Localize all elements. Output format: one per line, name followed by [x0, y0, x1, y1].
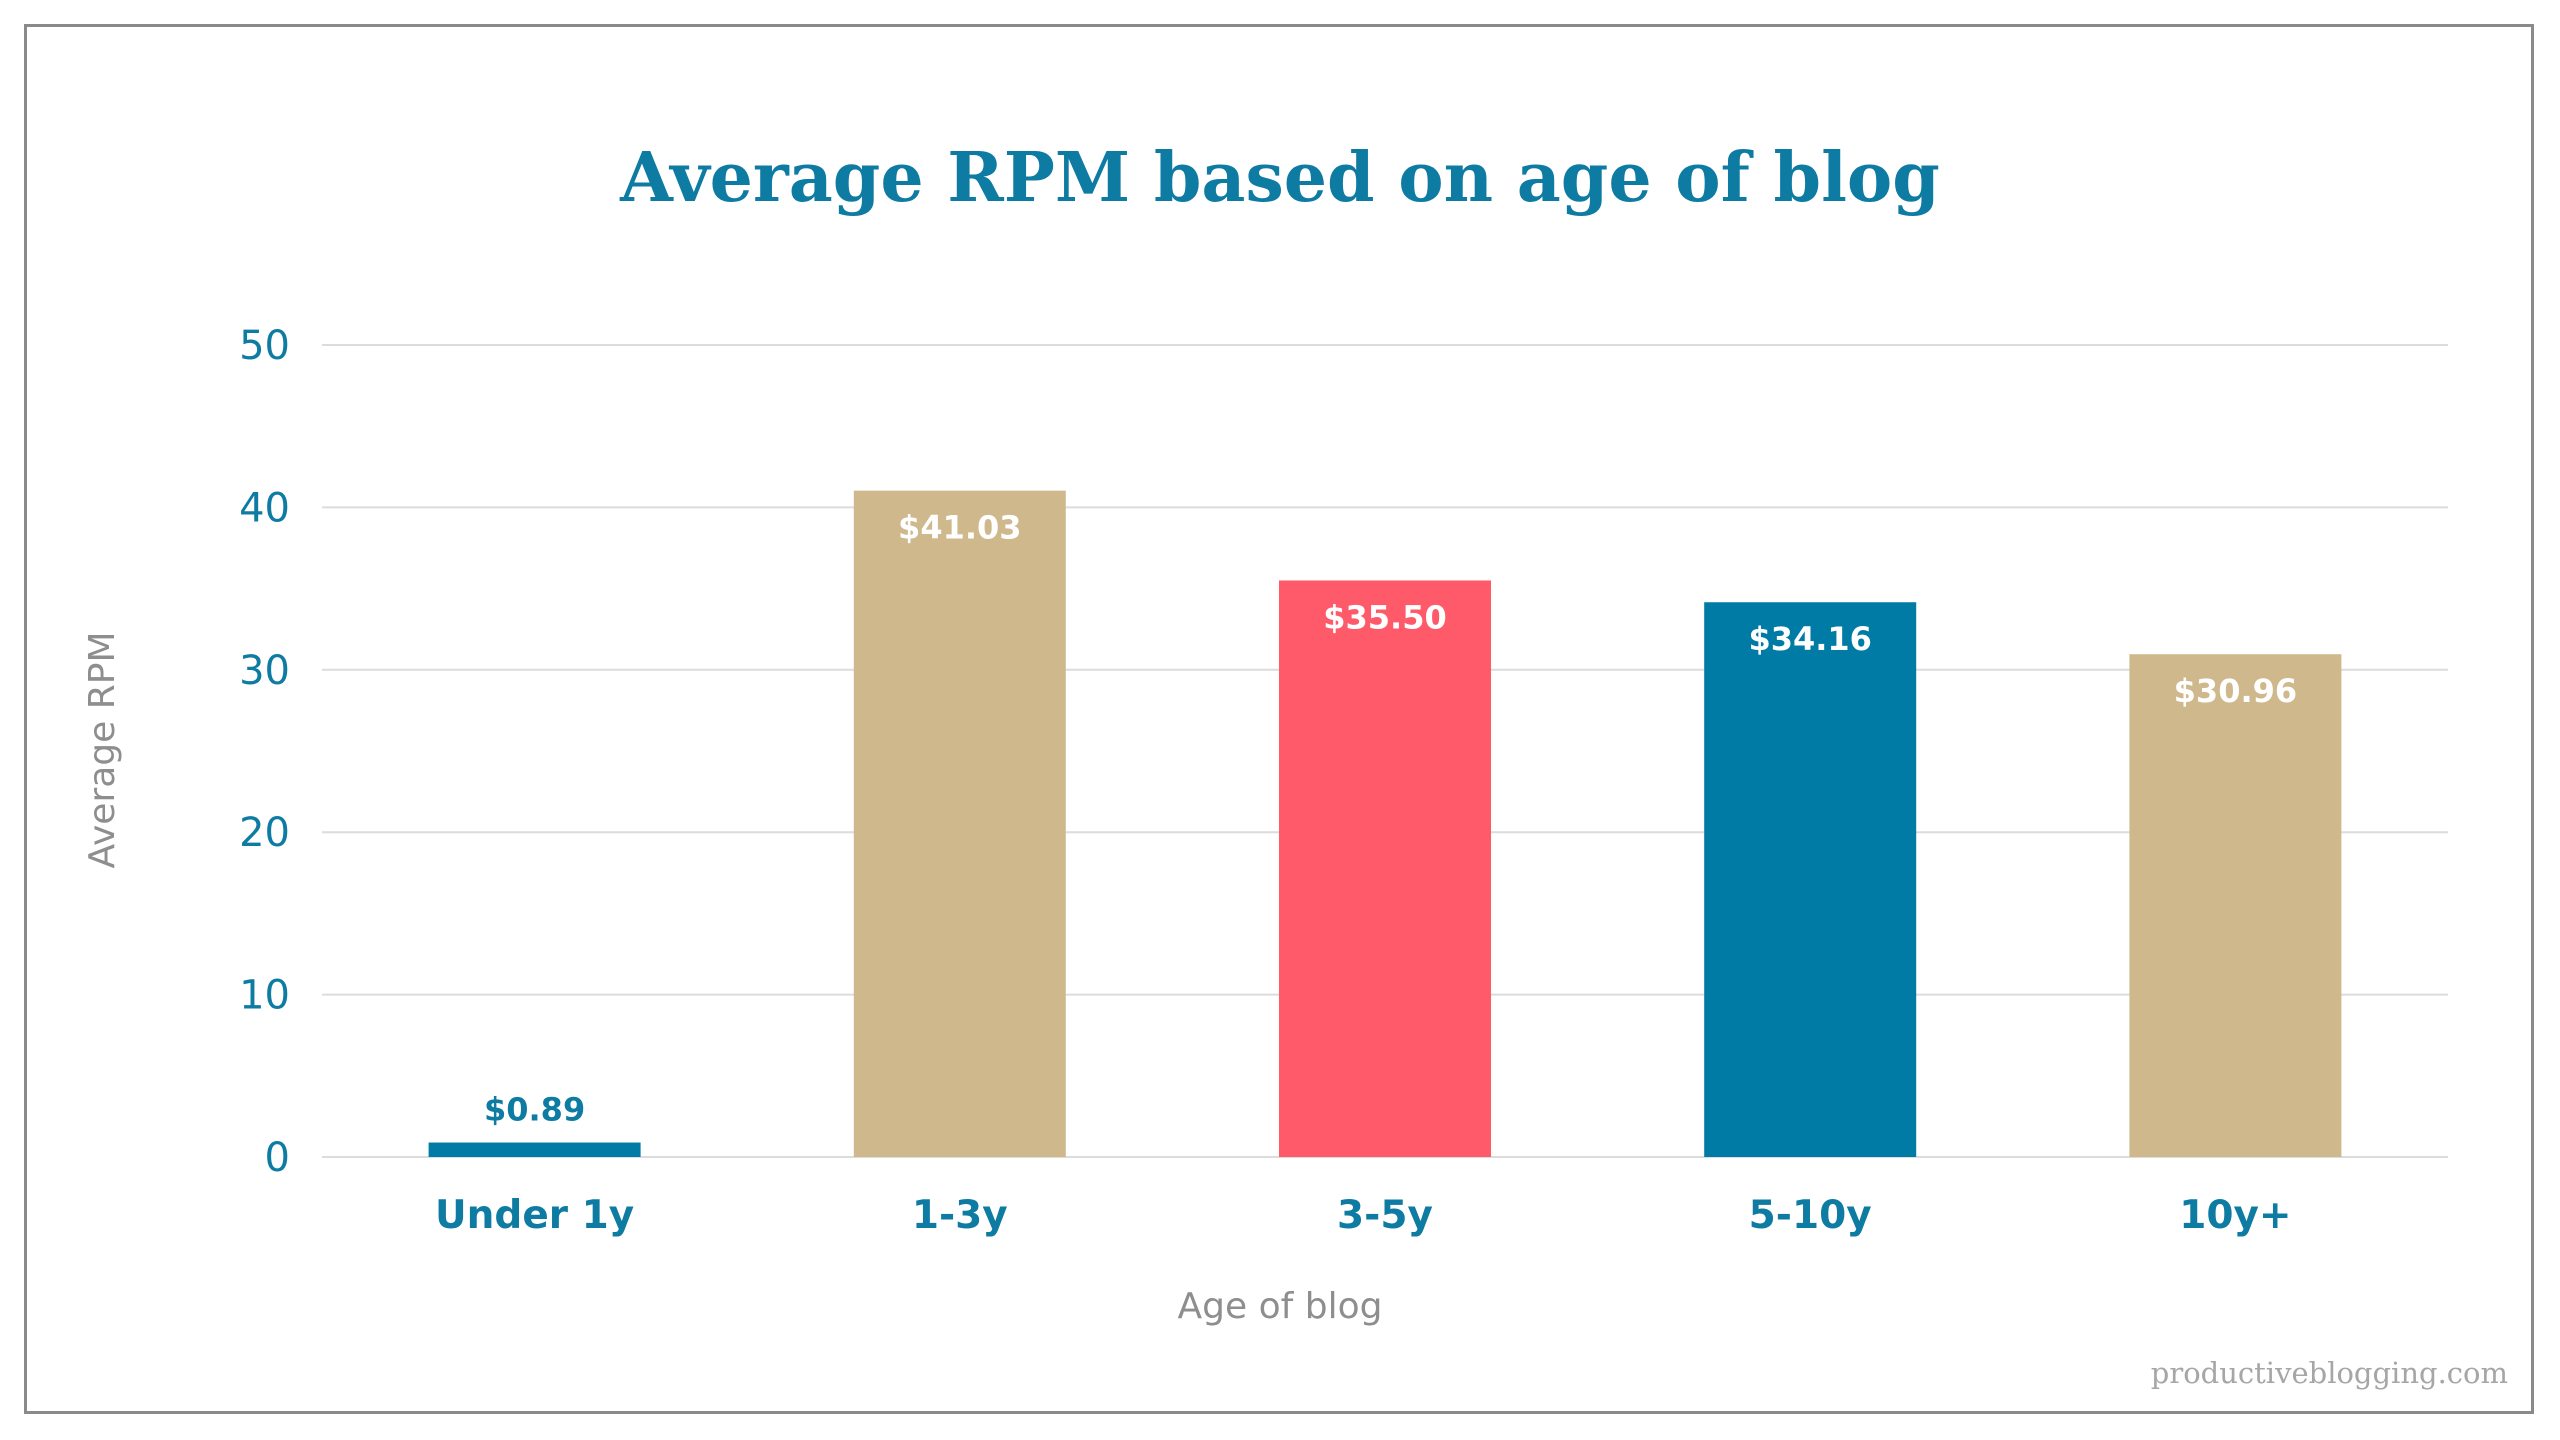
x-category-label: Under 1y [435, 1193, 634, 1238]
data-label: $30.96 [2174, 672, 2297, 710]
y-tick-label: 20 [239, 810, 290, 856]
bars [428, 490, 2342, 1157]
y-axis-ticks: 0 10 20 30 40 50 [239, 323, 290, 1181]
x-axis-categories: Under 1y 1-3y 3-5y 5-10y 10y+ [435, 1193, 2292, 1238]
y-tick-label: 40 [239, 485, 290, 531]
data-label: $34.16 [1748, 620, 1871, 658]
data-label: $41.03 [898, 509, 1021, 547]
chart-title: Average RPM based on age of blog [620, 138, 1940, 218]
y-tick-label: 50 [239, 323, 290, 369]
x-category-label: 5-10y [1749, 1193, 1872, 1238]
y-tick-label: 30 [239, 648, 290, 694]
data-labels: $0.89 $41.03 $35.50 $34.16 $30.96 [484, 509, 2297, 1129]
y-tick-label: 10 [239, 973, 290, 1019]
x-category-label: 10y+ [2179, 1193, 2291, 1238]
bar [853, 490, 1066, 1157]
data-label: $0.89 [484, 1091, 585, 1129]
bar [2129, 654, 2342, 1157]
x-category-label: 1-3y [912, 1193, 1008, 1238]
watermark: productiveblogging.com [2150, 1356, 2508, 1390]
x-category-label: 3-5y [1337, 1193, 1433, 1238]
bar [1279, 580, 1491, 1157]
x-axis-title: Age of blog [1178, 1286, 1383, 1327]
bar [1704, 602, 1917, 1157]
y-axis-title: Average RPM [82, 631, 123, 868]
bar [428, 1142, 641, 1157]
data-label: $35.50 [1323, 598, 1446, 636]
y-tick-label: 0 [265, 1135, 290, 1181]
